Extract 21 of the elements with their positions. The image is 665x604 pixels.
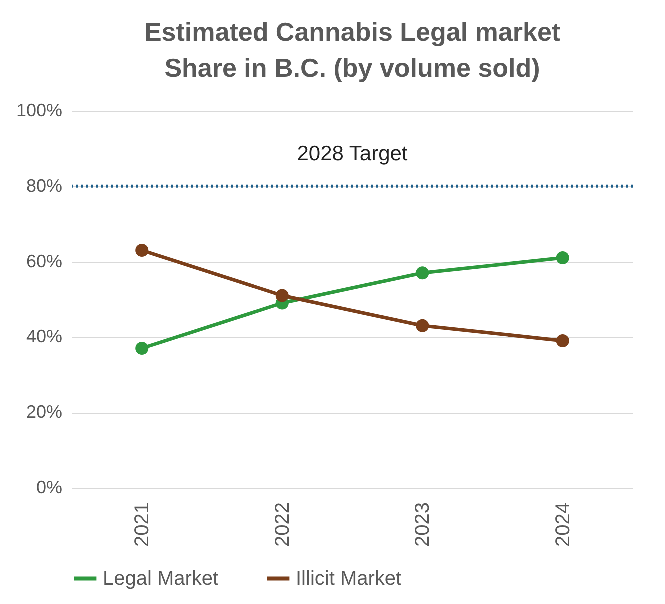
y-tick-label: 20% [26, 402, 62, 422]
point [416, 319, 430, 332]
y-tick-label: 80% [26, 176, 62, 196]
x-tick-label: 2023 [412, 502, 434, 547]
point [276, 289, 289, 302]
point [136, 244, 149, 257]
y-tick-label: 0% [36, 478, 62, 498]
x-tick-label: 2024 [552, 502, 574, 547]
x-tick-label: 2021 [132, 502, 154, 547]
y-tick-label: 40% [26, 326, 62, 347]
y-tick-label: 60% [26, 251, 62, 272]
point [416, 266, 430, 280]
point [556, 252, 570, 265]
y-tick-label: 100% [16, 100, 62, 120]
legend-label: Legal Market [103, 568, 220, 590]
point [556, 334, 570, 348]
x-tick-label: 2022 [272, 502, 294, 547]
chart-title: Estimated Cannabis Legal market Share in B.C. (by volume sold) [144, 17, 561, 83]
legend-label: Illicit Market [296, 568, 402, 590]
point [136, 342, 149, 356]
ref-line-label: 2028 Target [297, 142, 408, 166]
